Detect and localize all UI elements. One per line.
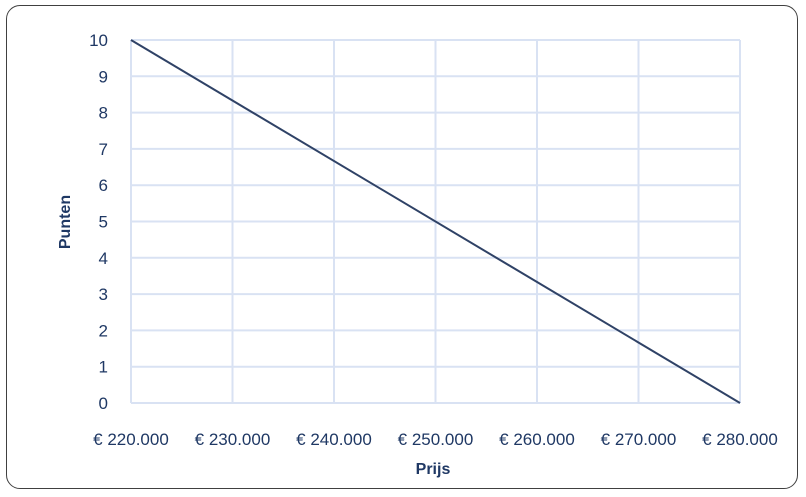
x-axis-title: Prijs bbox=[416, 461, 451, 478]
y-tick-label: 10 bbox=[89, 31, 108, 50]
x-tick-label: € 230.000 bbox=[195, 430, 271, 449]
x-tick-label: € 250.000 bbox=[398, 430, 474, 449]
y-tick-label: 2 bbox=[99, 321, 108, 340]
x-axis-ticks: € 220.000 € 230.000 € 240.000 € 250.000 € 26… bbox=[93, 430, 778, 449]
y-tick-label: 4 bbox=[99, 249, 108, 268]
x-tick-label: € 270.000 bbox=[601, 430, 677, 449]
chart-frame bbox=[6, 5, 798, 489]
y-tick-label: 7 bbox=[99, 140, 108, 159]
x-tick-label: € 220.000 bbox=[93, 430, 169, 449]
x-tick-label: € 240.000 bbox=[296, 430, 372, 449]
y-axis-ticks: 0 1 2 3 4 5 6 7 8 9 10 bbox=[89, 31, 108, 413]
y-tick-label: 6 bbox=[99, 176, 108, 195]
series-layer bbox=[130, 39, 741, 404]
y-tick-label: 3 bbox=[99, 285, 108, 304]
y-tick-label: 5 bbox=[99, 213, 108, 232]
y-tick-label: 8 bbox=[99, 104, 108, 123]
y-tick-label: 0 bbox=[99, 394, 108, 413]
grid bbox=[130, 39, 741, 404]
series-line bbox=[130, 39, 741, 404]
y-tick-label: 1 bbox=[99, 358, 108, 377]
x-tick-label: € 260.000 bbox=[499, 430, 575, 449]
y-tick-label: 9 bbox=[99, 67, 108, 86]
x-tick-label: € 280.000 bbox=[702, 430, 778, 449]
y-axis-title: Punten bbox=[57, 195, 74, 249]
